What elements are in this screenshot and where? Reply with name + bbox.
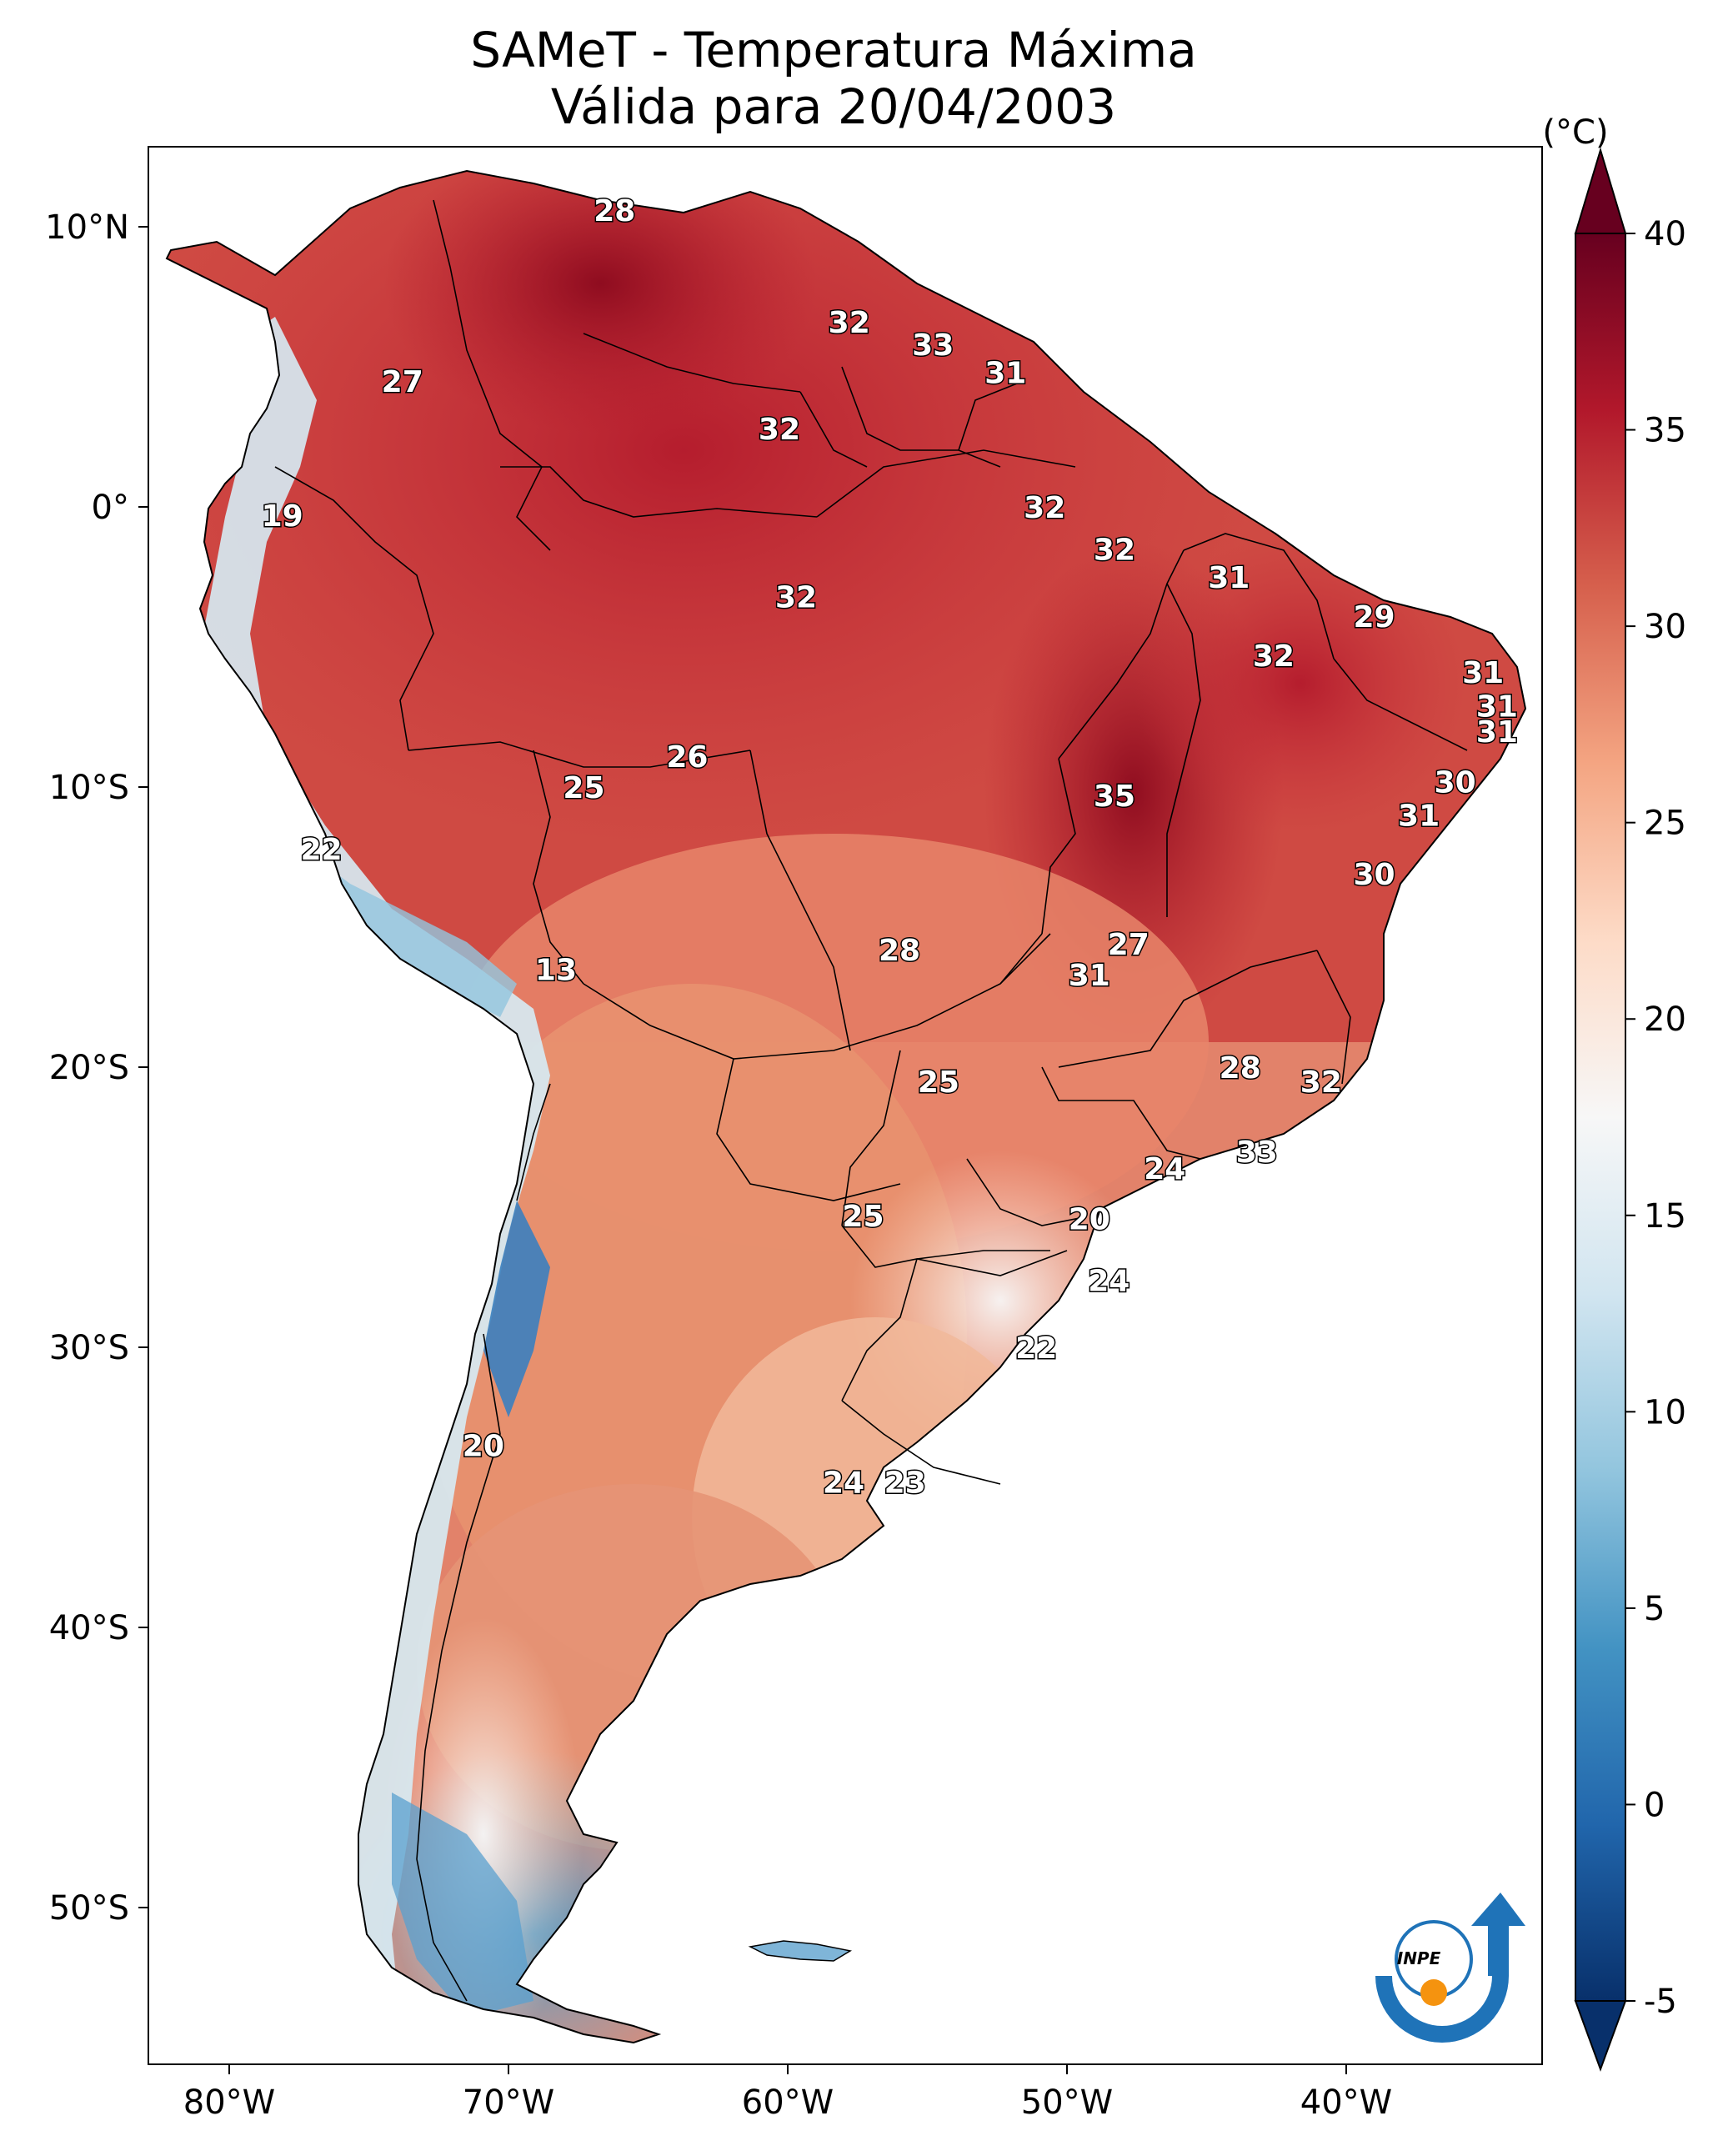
temperature-label: 24 <box>823 1466 864 1500</box>
temperature-label: 32 <box>1300 1065 1342 1100</box>
temperature-label: 23 <box>884 1466 926 1500</box>
colorbar: (°C) 40 35 30 25 20 15 10 5 0 -5 <box>1542 113 1686 2072</box>
temperature-label: 13 <box>535 953 577 987</box>
temperature-label: 20 <box>1069 1202 1110 1236</box>
temperature-label: 31 <box>1476 690 1518 725</box>
latitude-axis: 10°N 0° 10°S 20°S 30°S 40°S 50°S <box>45 208 148 1928</box>
inpe-logo: INPE <box>1375 1893 1525 2043</box>
temperature-label: 32 <box>829 306 870 340</box>
colorbar-tick-label: 30 <box>1644 608 1686 646</box>
colorbar-tick-label: -5 <box>1644 1983 1677 2021</box>
temperature-label: 31 <box>1398 800 1440 834</box>
temperature-label: 33 <box>912 328 954 363</box>
colorbar-tick-label: 35 <box>1644 412 1686 450</box>
lon-tick-label: 40°W <box>1300 2083 1392 2122</box>
colorbar-min-extend <box>1574 2000 1627 2072</box>
temperature-label: 31 <box>1462 656 1504 690</box>
temperature-label: 33 <box>1236 1136 1278 1170</box>
temperature-label: 22 <box>1015 1331 1057 1366</box>
lat-tick-label: 10°N <box>45 208 129 247</box>
temperature-label: 28 <box>594 194 635 228</box>
temperature-label: 35 <box>1094 780 1135 814</box>
temperature-label: 31 <box>1069 959 1110 993</box>
temperature-label: 24 <box>1088 1264 1129 1298</box>
temperature-label: 22 <box>300 833 342 867</box>
map-title-line1: SAMeT - Temperatura Máxima <box>470 22 1197 78</box>
colorbar-tick-label: 40 <box>1644 215 1686 253</box>
colorbar-tick-label: 0 <box>1644 1786 1665 1824</box>
temperature-label: 32 <box>759 413 800 447</box>
lat-tick-label: 20°S <box>49 1049 129 1087</box>
colorbar-tick-label: 20 <box>1644 1000 1686 1039</box>
lat-tick-label: 0° <box>92 489 129 527</box>
longitude-axis: 80°W 70°W 60°W 50°W 40°W <box>183 2064 1392 2122</box>
temperature-label: 19 <box>262 499 303 534</box>
temperature-label: 31 <box>984 357 1026 391</box>
lat-tick-label: 50°S <box>49 1889 129 1928</box>
colorbar-max-extend <box>1574 147 1627 234</box>
colorbar-bar <box>1575 233 1626 2002</box>
falkland-islands <box>748 1940 853 1962</box>
temperature-label: 30 <box>1353 858 1395 892</box>
temperature-label: 25 <box>918 1065 959 1100</box>
colorbar-tick-label: 10 <box>1644 1393 1686 1431</box>
temperature-label: 30 <box>1435 765 1476 800</box>
lon-tick-label: 60°W <box>742 2083 834 2122</box>
lon-tick-label: 80°W <box>183 2083 275 2122</box>
temperature-label: 24 <box>1144 1152 1185 1186</box>
colorbar-tick-label: 25 <box>1644 805 1686 843</box>
lat-tick-label: 40°S <box>49 1609 129 1647</box>
temperature-label: 29 <box>1353 600 1395 634</box>
temperature-label: 28 <box>879 934 920 968</box>
lon-tick-label: 70°W <box>463 2083 554 2122</box>
temperature-label: 20 <box>463 1430 504 1464</box>
lat-tick-label: 30°S <box>49 1329 129 1367</box>
temperature-label: 27 <box>382 365 423 399</box>
temperature-label: 27 <box>1108 928 1150 962</box>
temperature-label: 32 <box>1094 533 1135 567</box>
temperature-label: 31 <box>1476 715 1518 750</box>
temperature-label: 25 <box>842 1200 884 1234</box>
temperature-label: 32 <box>775 581 817 615</box>
colorbar-tick-label: 5 <box>1644 1590 1665 1628</box>
inpe-logo-text: INPE <box>1397 1948 1441 1968</box>
temperature-label: 25 <box>563 771 604 805</box>
temperature-label: 32 <box>1253 639 1295 674</box>
lat-tick-label: 10°S <box>49 769 129 807</box>
colorbar-tick-label: 15 <box>1644 1197 1686 1236</box>
colorbar-unit: (°C) <box>1542 113 1608 152</box>
temperature-label: 32 <box>1024 491 1065 525</box>
temperature-label: 31 <box>1208 561 1250 595</box>
temperature-label: 28 <box>1220 1051 1261 1086</box>
country-borders <box>274 199 1468 2002</box>
temperature-label: 26 <box>666 740 708 775</box>
lon-tick-label: 50°W <box>1021 2083 1113 2122</box>
map-frame <box>148 146 1543 2065</box>
map-title-line2: Válida para 20/04/2003 <box>551 78 1116 135</box>
